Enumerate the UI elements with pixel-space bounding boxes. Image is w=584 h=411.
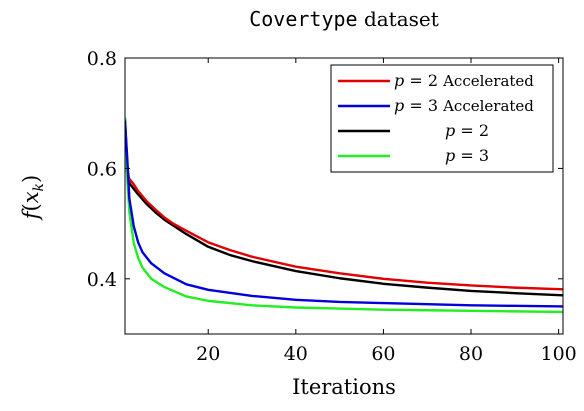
x-tick-label: 100 bbox=[540, 343, 576, 365]
y-axis-label: f(xk) bbox=[19, 175, 47, 222]
chart-title-dataset-name: Covertype bbox=[249, 7, 357, 31]
ticks-layer: 20 40 60 80 100 0.4 0.6 0.8 bbox=[87, 48, 577, 365]
x-tick-label: 80 bbox=[459, 343, 483, 365]
chart-title-suffix: dataset bbox=[364, 7, 439, 31]
legend-entry-text: Accelerated bbox=[442, 97, 534, 115]
x-axis-label: Iterations bbox=[292, 375, 396, 399]
y-axis-label-close: ) bbox=[19, 175, 43, 183]
legend-entry-text: Accelerated bbox=[442, 72, 534, 90]
x-tick-label: 60 bbox=[371, 343, 395, 365]
plot-layer bbox=[125, 117, 563, 314]
legend-entry-2: p = 2 bbox=[445, 121, 489, 140]
y-tick-label: 0.4 bbox=[87, 269, 117, 291]
legend-entry-eq: = 2 bbox=[404, 71, 443, 90]
legend-entry-eq: = 3 bbox=[455, 146, 489, 165]
y-axis-label-var: x bbox=[19, 191, 43, 203]
y-axis-label-function: f bbox=[19, 208, 43, 221]
chart-title: Covertype dataset bbox=[249, 7, 439, 31]
legend-entry-3: p = 3 bbox=[445, 146, 489, 165]
legend-entry-var: p bbox=[445, 121, 455, 140]
series-line-0 bbox=[128, 177, 563, 291]
y-axis-label-sub: k bbox=[31, 183, 47, 191]
series-line-2 bbox=[125, 117, 563, 297]
x-tick-label: 20 bbox=[196, 343, 220, 365]
legend-entry-0: p = 2 Accelerated bbox=[394, 71, 534, 90]
legend-entry-var: p bbox=[394, 71, 404, 90]
legend-box bbox=[330, 64, 554, 173]
legend-entry-eq: = 3 bbox=[404, 96, 443, 115]
legend-entry-var: p bbox=[394, 96, 404, 115]
y-tick-label: 0.8 bbox=[87, 48, 117, 70]
legend-entry-1: p = 3 Accelerated bbox=[394, 96, 534, 115]
legend-entry-eq: = 2 bbox=[455, 121, 489, 140]
y-tick-label: 0.6 bbox=[87, 158, 117, 180]
series-line-3 bbox=[125, 117, 563, 314]
series-line-1 bbox=[125, 120, 563, 308]
plot-frame bbox=[124, 57, 564, 335]
x-tick-label: 40 bbox=[284, 343, 308, 365]
legend-entry-var: p bbox=[445, 146, 455, 165]
y-axis-label-open: ( bbox=[19, 203, 43, 211]
